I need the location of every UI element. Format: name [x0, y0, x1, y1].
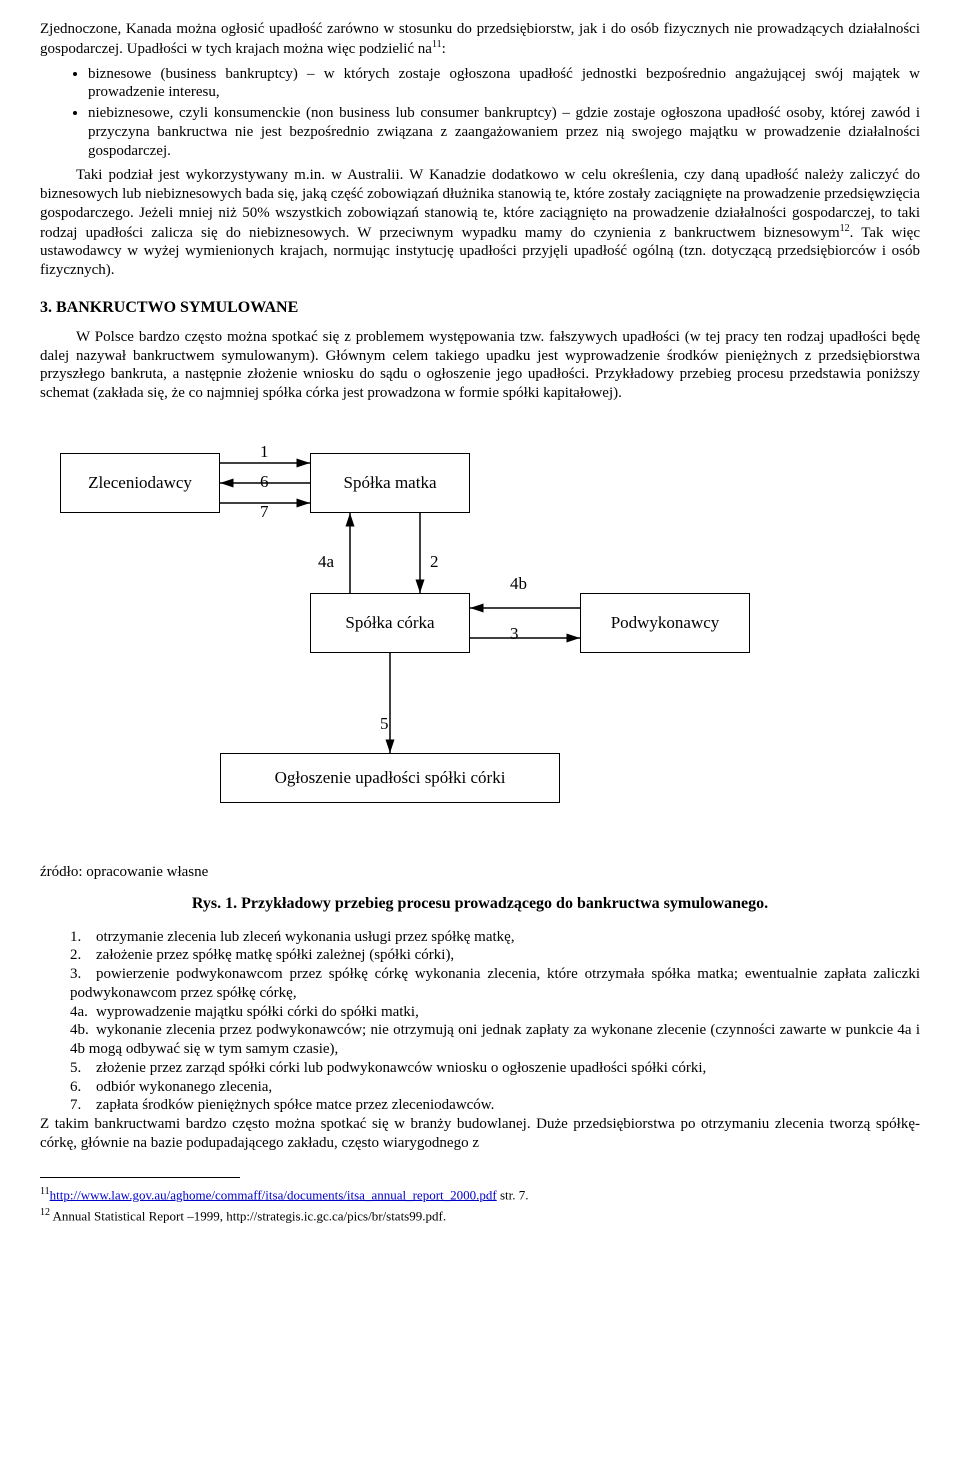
step-4a: wyprowadzenie majątku spółki córki do sp…	[96, 1004, 419, 1020]
intro-paragraph-2: Taki podział jest wykorzystywany m.in. w…	[40, 166, 920, 280]
step-num-4b: 4b.	[70, 1021, 96, 1040]
step-num-1: 1.	[70, 928, 96, 947]
step-3: powierzenie podwykonawcom przez spółkę c…	[70, 966, 920, 1001]
footnote-12-num: 12	[40, 1207, 50, 1218]
intro-text-colon: :	[442, 41, 446, 57]
step-1: otrzymanie zlecenia lub zleceń wykonania…	[96, 929, 515, 945]
footnote-11-link[interactable]: http://www.law.gov.au/aghome/commaff/its…	[50, 1187, 497, 1202]
intro-paragraph: Zjednoczone, Kanada można ogłosić upadło…	[40, 20, 920, 59]
step-2: założenie przez spółkę matkę spółki zale…	[96, 947, 454, 963]
footnote-separator	[40, 1177, 240, 1182]
diagram-source: źródło: opracowanie własne	[40, 863, 920, 882]
step-num-3: 3.	[70, 965, 96, 984]
footnote-11-num: 11	[40, 1186, 50, 1197]
bullet-niebiznesowe: niebiznesowe, czyli konsumenckie (non bu…	[88, 104, 920, 160]
after-list-paragraph: Z takim bankructwami bardzo często można…	[40, 1115, 920, 1153]
footnote-11: 11http://www.law.gov.au/aghome/commaff/i…	[40, 1186, 920, 1204]
step-num-2: 2.	[70, 946, 96, 965]
section-3-heading: 3. BANKRUCTWO SYMULOWANE	[40, 298, 920, 318]
step-7: zapłata środków pieniężnych spółce matce…	[96, 1097, 494, 1113]
footnote-12: 12 Annual Statistical Report –1999, http…	[40, 1207, 920, 1225]
bankruptcy-flow-diagram: Zleceniodawcy Spółka matka Spółka córka …	[60, 423, 760, 853]
intro-text-2a: Taki podział jest wykorzystywany m.in. w…	[40, 167, 920, 240]
footnote-ref-12: 12	[840, 223, 850, 234]
bullet-biznesowe: biznesowe (business bankruptcy) – w któr…	[88, 65, 920, 103]
step-num-4a: 4a.	[70, 1003, 96, 1022]
process-steps-list: 1.otrzymanie zlecenia lub zleceń wykonan…	[40, 928, 920, 1116]
footnote-12-text: Annual Statistical Report –1999, http://…	[50, 1208, 446, 1223]
step-5: złożenie przez zarząd spółki córki lub p…	[96, 1060, 706, 1076]
intro-bullet-list: biznesowe (business bankruptcy) – w któr…	[40, 65, 920, 161]
footnote-11-tail: str. 7.	[497, 1187, 529, 1202]
step-num-7: 7.	[70, 1096, 96, 1115]
section-3-paragraph: W Polsce bardzo często można spotkać się…	[40, 328, 920, 403]
figure-caption: Rys. 1. Przykładowy przebieg procesu pro…	[40, 894, 920, 914]
step-4b: wykonanie zlecenia przez podwykonawców; …	[70, 1022, 920, 1057]
intro-text-a: Zjednoczone, Kanada można ogłosić upadło…	[40, 21, 920, 57]
step-num-6: 6.	[70, 1078, 96, 1097]
diagram-arrows	[60, 423, 760, 853]
footnote-ref-11: 11	[432, 39, 442, 50]
step-6: odbiór wykonanego zlecenia,	[96, 1079, 272, 1095]
step-num-5: 5.	[70, 1059, 96, 1078]
